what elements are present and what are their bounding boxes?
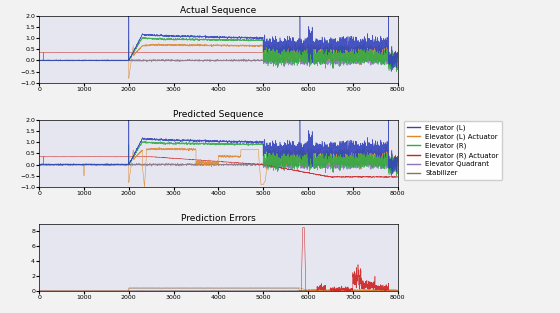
Legend: Elevator (L), Elevator (L) Actuator, Elevator (R), Elevator (R) Actuator, Elevat: Elevator (L), Elevator (L) Actuator, Ele… [404,121,502,180]
Title: Predicted Sequence: Predicted Sequence [173,110,264,119]
Title: Actual Sequence: Actual Sequence [180,6,256,15]
Title: Prediction Errors: Prediction Errors [181,214,256,223]
